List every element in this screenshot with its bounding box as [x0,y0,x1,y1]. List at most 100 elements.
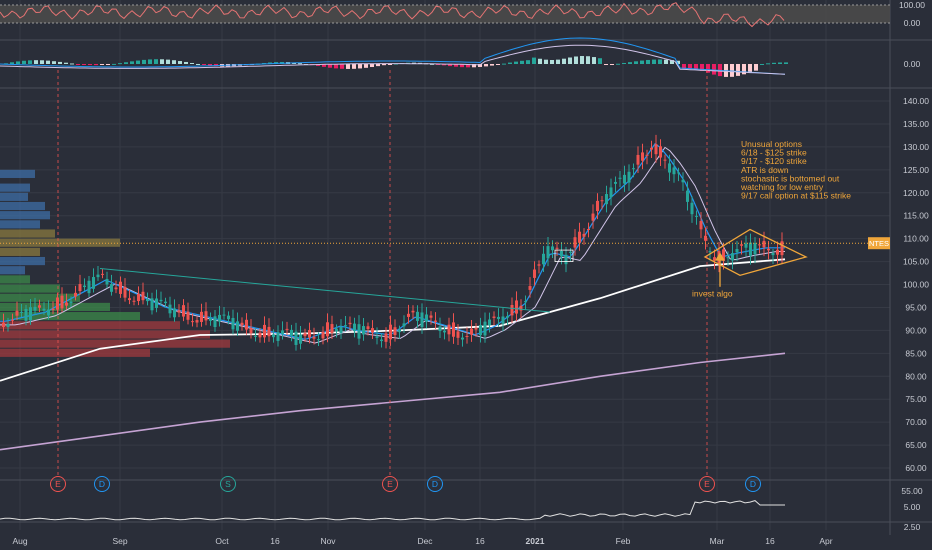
macd-histogram-bar [748,64,752,73]
candle-body [128,298,131,301]
rsi-tick-label: 0.00 [904,18,921,28]
macd-histogram-bar [508,62,512,64]
candle-body [186,311,190,320]
candle-body [668,163,671,173]
time-label: 16 [765,536,775,546]
macd-histogram-bar [184,61,188,64]
price-tick-label: 115.00 [903,211,929,221]
annotation-line: 9/17 call option at $115 strike [741,191,851,201]
macd-histogram-bar [460,64,464,68]
candle-body [744,243,748,248]
candle-body [447,324,451,335]
candle-body [15,310,19,316]
candle-body [519,305,523,311]
candle-body [380,339,383,342]
candle-body [29,307,32,321]
macd-histogram-bar [202,64,206,65]
macd-line [0,37,786,75]
candle-body [357,324,361,339]
candle-body [470,328,473,335]
rsi-line [0,2,785,28]
macd-histogram-bar [658,59,662,64]
macd-histogram-bar [40,60,44,64]
price-tick-label: 140.00 [903,96,929,106]
macd-histogram-bar [10,62,14,64]
volume-profile-bar [0,256,45,266]
candle-body [294,331,298,345]
volume-profile-bar [0,192,28,201]
volume-profile-bar [0,284,60,293]
event-marker-label: E [704,479,710,489]
grid-lines [0,0,932,535]
candle-body [483,321,487,336]
candle-body [110,284,113,292]
annotation-line: 9/17 - $120 strike [741,156,807,166]
macd-histogram-bar [562,58,566,64]
candle-body [578,231,581,243]
candle-body [510,305,514,316]
macd-tick-label: 0.00 [904,59,921,69]
macd-histogram-bar [112,63,116,65]
candle-body [33,306,37,311]
candle-body [740,244,743,246]
candle-body [546,246,550,259]
candle-body [771,253,775,256]
macd-histogram-bar [100,64,104,65]
event-marker-circle [94,476,110,492]
volume-profile-bar [0,275,30,284]
candle-body [569,251,572,253]
candle-body [614,181,617,184]
candle-body [542,253,545,265]
candle-body [749,242,752,256]
macd-histogram-bar [142,59,146,64]
candle-body [83,285,86,288]
event-marker-circle [745,476,761,492]
event-marker-label: E [55,479,61,489]
time-label: Oct [215,536,229,546]
candle-body [506,316,509,318]
candle-body [375,336,379,338]
rsi-tick-label: 100.00 [899,0,925,10]
macd-histogram-bar [76,64,80,65]
macd-histogram-bar [604,64,608,65]
event-marker-label: D [432,479,438,489]
candle-body [2,322,5,328]
candle-body [587,228,590,230]
candle-body [114,287,118,290]
macd-histogram-bar [592,57,596,64]
volume-profile-bar [0,229,55,238]
range-box [554,249,574,262]
price-tick-label: 110.00 [903,234,929,244]
time-label: 2021 [526,536,545,546]
rsi-panel [0,2,890,28]
time-label: Nov [320,536,336,546]
annotation-line: stochastic is bottomed out [741,173,840,183]
candle-body [677,172,680,174]
macd-histogram-bar [664,59,668,64]
candle-body [591,213,595,221]
macd-histogram-bar [52,61,56,64]
volume-profile-bar [0,312,140,321]
candle-body [182,305,185,317]
macd-histogram-bar [496,64,500,65]
price-tick-label: 125.00 [903,165,929,175]
candle-body [663,159,667,161]
candle-body [722,249,725,261]
time-label: 16 [270,536,280,546]
macd-histogram-bar [28,60,32,64]
candle-body [609,187,613,198]
volume-profile-bar [0,201,45,211]
candle-body [699,220,703,230]
macd-histogram-bar [466,64,470,68]
macd-histogram-bar [22,60,26,64]
candle-body [330,324,334,333]
signal-line [0,44,786,75]
macd-histogram-bar [64,62,68,64]
candle-body [6,323,10,328]
candle-body [204,311,208,321]
macd-histogram-bar [754,64,758,71]
macd-histogram-bar [346,64,350,69]
macd-histogram-bar [640,60,644,64]
